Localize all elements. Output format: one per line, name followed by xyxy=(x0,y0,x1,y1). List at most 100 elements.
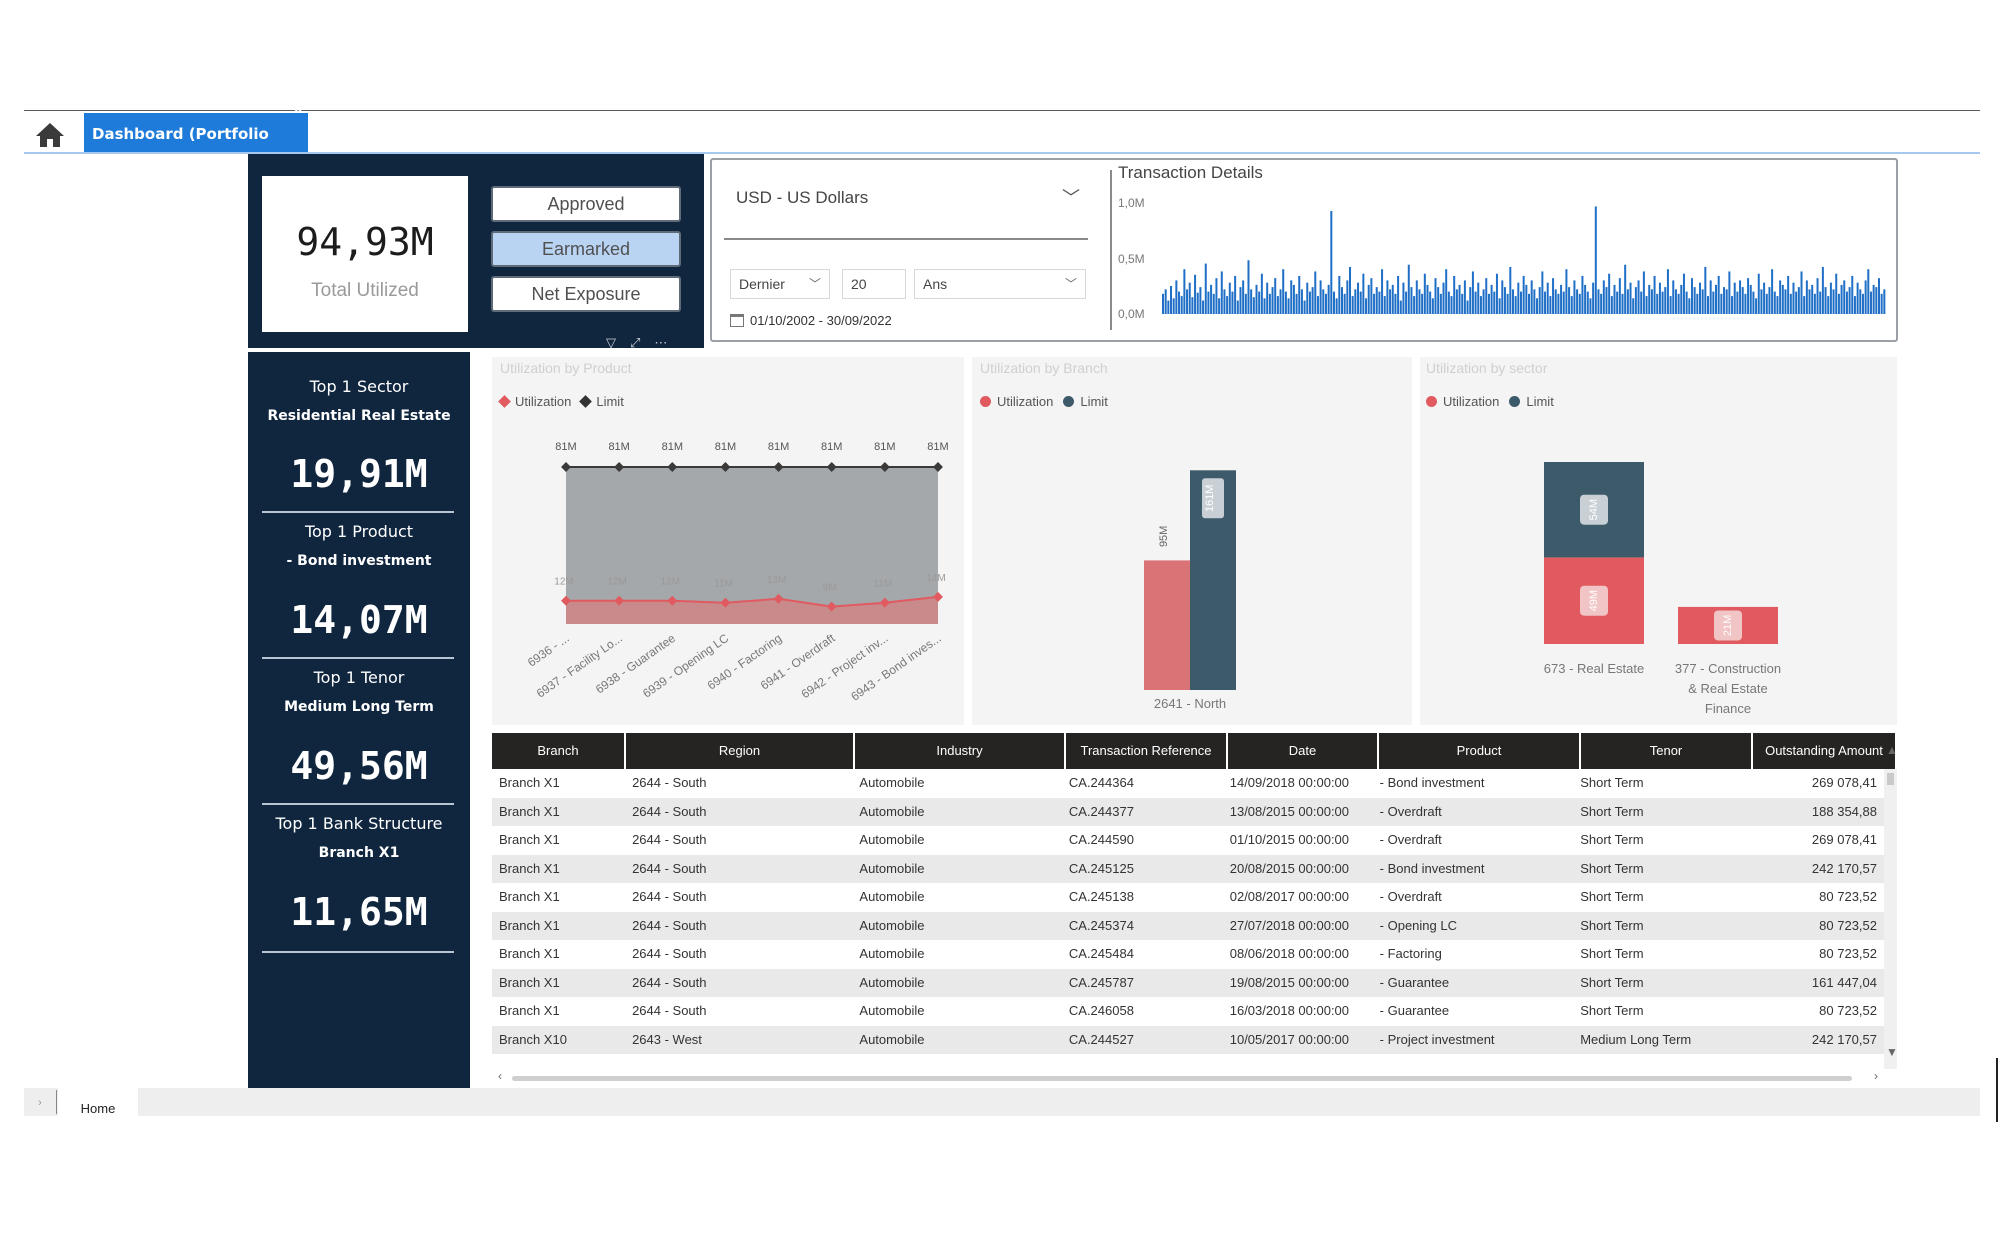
transaction-bar[interactable] xyxy=(1877,278,1880,314)
transaction-bar[interactable] xyxy=(1343,293,1346,314)
transaction-bar[interactable] xyxy=(1423,273,1426,314)
transaction-bar[interactable] xyxy=(1530,280,1533,314)
page-tab-home[interactable]: Home xyxy=(58,1088,138,1120)
transaction-bar[interactable] xyxy=(1813,293,1816,314)
focus-mode-icon[interactable]: ⤢ xyxy=(630,335,641,350)
transaction-bar[interactable] xyxy=(1370,278,1373,314)
transaction-bar[interactable] xyxy=(1661,291,1664,314)
transaction-bar[interactable] xyxy=(1210,284,1213,314)
transaction-bar[interactable] xyxy=(1669,296,1672,314)
transaction-bar[interactable] xyxy=(1394,293,1397,314)
transaction-bar[interactable] xyxy=(1482,289,1485,314)
transaction-bar[interactable] xyxy=(1597,289,1600,314)
transaction-bar[interactable] xyxy=(1367,284,1370,314)
transaction-bar[interactable] xyxy=(1469,287,1472,314)
transaction-bar[interactable] xyxy=(1330,210,1333,314)
transaction-bar[interactable] xyxy=(1503,287,1506,314)
transaction-bar[interactable] xyxy=(1292,284,1295,314)
transaction-bar[interactable] xyxy=(1178,291,1181,314)
transaction-bar[interactable] xyxy=(1869,291,1872,314)
transaction-bar[interactable] xyxy=(1196,292,1199,314)
transaction-bar[interactable] xyxy=(1784,289,1787,314)
transaction-bar[interactable] xyxy=(1236,300,1239,314)
transaction-bar[interactable] xyxy=(1709,280,1712,314)
transaction-bar[interactable] xyxy=(1701,289,1704,314)
transaction-bar[interactable] xyxy=(1354,289,1357,314)
transaction-bar[interactable] xyxy=(1244,293,1247,314)
transaction-bar[interactable] xyxy=(1642,271,1645,314)
transaction-bar[interactable] xyxy=(1501,280,1504,314)
transaction-bar[interactable] xyxy=(1779,280,1782,314)
transaction-bar[interactable] xyxy=(1648,284,1651,314)
transaction-bar[interactable] xyxy=(1242,280,1245,314)
transaction-bar[interactable] xyxy=(1175,280,1178,314)
transaction-bar[interactable] xyxy=(1677,293,1680,314)
transaction-bar[interactable] xyxy=(1797,287,1800,314)
transaction-bar[interactable] xyxy=(1271,287,1274,314)
transaction-bar[interactable] xyxy=(1215,278,1218,314)
transaction-bar[interactable] xyxy=(1728,271,1731,314)
transaction-bar[interactable] xyxy=(1805,280,1808,314)
transaction-bar[interactable] xyxy=(1773,291,1776,314)
transaction-bar[interactable] xyxy=(1188,282,1191,314)
table-row[interactable]: Branch X1 2644 - South Automobile CA.244377… xyxy=(492,797,1887,826)
transaction-bar[interactable] xyxy=(1586,291,1589,314)
transaction-bar[interactable] xyxy=(1680,284,1683,314)
transaction-bar[interactable] xyxy=(1316,296,1319,314)
utilization-point[interactable] xyxy=(720,597,731,608)
filter-icon[interactable]: ▽ xyxy=(606,335,616,350)
transaction-bar[interactable] xyxy=(1471,271,1474,314)
transaction-bar[interactable] xyxy=(1616,291,1619,314)
scroll-thumb[interactable] xyxy=(1887,773,1894,785)
column-header[interactable]: Industry xyxy=(855,733,1066,769)
transaction-bar[interactable] xyxy=(1183,269,1186,314)
transaction-bar[interactable] xyxy=(1255,284,1258,314)
transaction-bar[interactable] xyxy=(1819,291,1822,314)
transaction-bar[interactable] xyxy=(1747,278,1750,314)
transaction-bar[interactable] xyxy=(1632,298,1635,314)
transaction-bar[interactable] xyxy=(1789,293,1792,314)
scroll-left-icon[interactable]: ‹ xyxy=(498,1069,502,1083)
utilization-bar[interactable] xyxy=(1144,560,1190,690)
column-header[interactable]: Branch xyxy=(492,733,626,769)
transaction-bar[interactable] xyxy=(1421,293,1424,314)
transaction-bar[interactable] xyxy=(1437,287,1440,314)
transaction-bar[interactable] xyxy=(1263,298,1266,314)
transaction-bar[interactable] xyxy=(1538,287,1541,314)
transaction-bar[interactable] xyxy=(1349,266,1352,314)
transaction-bar[interactable] xyxy=(1338,275,1341,314)
transaction-bar[interactable] xyxy=(1872,284,1875,314)
utilization-point[interactable] xyxy=(561,595,571,606)
transaction-bar[interactable] xyxy=(1375,287,1378,314)
transaction-bar[interactable] xyxy=(1284,291,1287,314)
transaction-bar[interactable] xyxy=(1634,287,1637,314)
transaction-bar[interactable] xyxy=(1821,266,1824,314)
transaction-bar[interactable] xyxy=(1864,280,1867,314)
home-button[interactable] xyxy=(30,118,70,152)
period-unit-dropdown[interactable]: Ans ﹀ xyxy=(914,269,1086,299)
transaction-bar[interactable] xyxy=(1752,291,1755,314)
utilization-point[interactable] xyxy=(933,591,943,602)
transaction-bar[interactable] xyxy=(1295,293,1298,314)
transaction-bar[interactable] xyxy=(1851,275,1854,314)
transaction-bar[interactable] xyxy=(1247,260,1250,314)
transaction-bar[interactable] xyxy=(1763,282,1766,314)
transaction-bar[interactable] xyxy=(1720,293,1723,314)
transaction-bar[interactable] xyxy=(1674,289,1677,314)
transaction-bar[interactable] xyxy=(1696,293,1699,314)
column-header[interactable]: Tenor xyxy=(1581,733,1753,769)
transaction-bar[interactable] xyxy=(1576,289,1579,314)
transaction-bar[interactable] xyxy=(1514,296,1517,314)
transaction-bar[interactable] xyxy=(1311,287,1314,314)
horizontal-scrollbar[interactable]: ‹ › xyxy=(492,1069,1884,1085)
transaction-bar[interactable] xyxy=(1733,282,1736,314)
transaction-bar[interactable] xyxy=(1725,289,1728,314)
transaction-bar[interactable] xyxy=(1341,287,1343,314)
transaction-bar[interactable] xyxy=(1447,291,1450,314)
transaction-bar[interactable] xyxy=(1578,293,1581,314)
transaction-bar[interactable] xyxy=(1332,291,1335,314)
transaction-bar[interactable] xyxy=(1258,291,1261,314)
transaction-bar[interactable] xyxy=(1386,280,1389,314)
transaction-bar[interactable] xyxy=(1410,287,1413,314)
transaction-bar[interactable] xyxy=(1781,284,1784,314)
